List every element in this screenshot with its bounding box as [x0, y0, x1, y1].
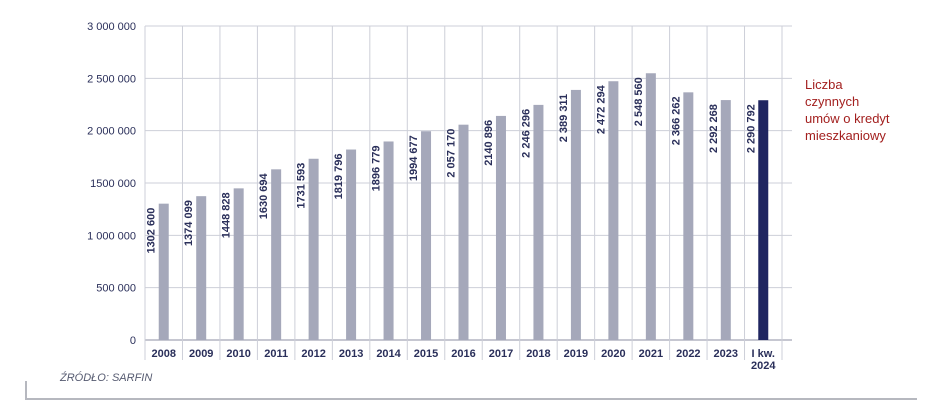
x-tick-label: I kw. 2024 [751, 348, 776, 372]
data-label: 1302 600 [146, 208, 158, 254]
bar [383, 141, 394, 340]
data-label: 2 548 560 [633, 77, 645, 126]
x-tick-label: 2021 [639, 348, 663, 360]
data-label: 2140 896 [483, 120, 495, 166]
y-axis-tick-labels: 0 500 000 1 000 000 1500 000 2 000 000 2 500 … [87, 21, 136, 347]
data-label: 2 472 294 [595, 84, 607, 134]
data-label: 2 057 170 [446, 129, 458, 178]
data-label: 2 246 296 [520, 109, 532, 158]
bar [645, 73, 656, 340]
bar [158, 203, 169, 340]
x-tick-label: 2014 [376, 348, 401, 360]
legend-label: Liczba czynnych umów o kredyt mieszkanio… [805, 77, 890, 143]
bar [758, 100, 769, 340]
bar [495, 115, 506, 340]
data-label: 2 366 262 [670, 96, 682, 145]
x-tick-label: 2011 [264, 348, 288, 360]
data-label: 1994 677 [408, 135, 420, 181]
bar [308, 158, 319, 340]
x-tick-label: 2020 [601, 348, 625, 360]
source-note: ŹRÓDŁO: SARFIN [60, 372, 153, 384]
bar [570, 89, 581, 340]
frame-line-horizontal [25, 398, 917, 400]
x-tick-label: 2010 [226, 348, 250, 360]
y-tick-label: 1500 000 [90, 178, 136, 190]
x-tick-label: 2009 [189, 348, 213, 360]
bar [346, 149, 357, 340]
bar [458, 124, 469, 340]
bars [158, 73, 769, 341]
data-label: 1731 593 [296, 163, 308, 209]
data-label: 1896 779 [371, 145, 383, 191]
y-tick-label: 500 000 [96, 283, 136, 295]
data-label: 1448 828 [221, 192, 233, 238]
y-tick-label: 2 000 000 [87, 126, 136, 138]
y-tick-label: 2 500 000 [87, 73, 136, 85]
data-label: 1819 796 [333, 154, 345, 200]
y-tick-label: 3 000 000 [87, 21, 136, 33]
y-tick-label: 1 000 000 [87, 230, 136, 242]
data-label: 1374 099 [183, 200, 195, 246]
bar [608, 81, 619, 341]
grid-lines [144, 25, 792, 360]
x-tick-label: 2019 [564, 348, 588, 360]
frame-line-vertical [25, 381, 27, 400]
x-tick-label: 2017 [489, 348, 513, 360]
data-label: 2 389 311 [558, 94, 570, 142]
x-tick-label: 2018 [526, 348, 550, 360]
x-tick-label: 2013 [339, 348, 363, 360]
bar [421, 131, 432, 340]
data-label: 1630 694 [258, 172, 270, 219]
y-tick-label: 0 [130, 335, 136, 347]
x-tick-label: 2022 [676, 348, 700, 360]
bar [271, 169, 282, 340]
bar [720, 100, 731, 340]
x-tick-label: 2016 [451, 348, 475, 360]
data-label: 2 290 792 [745, 104, 757, 153]
data-label: 2 292 268 [708, 104, 720, 153]
x-tick-label: 2015 [414, 348, 438, 360]
bar [683, 92, 694, 341]
x-axis-tick-labels: 2008 2009 2010 2011 2012 2013 2014 2015 2016 2017… [151, 348, 776, 372]
x-tick-label: 2012 [301, 348, 325, 360]
bar [233, 188, 244, 340]
bar [533, 104, 544, 340]
x-tick-label: 2023 [714, 348, 738, 360]
x-tick-label: 2008 [151, 348, 175, 360]
bar [196, 196, 207, 340]
bar-value-labels: 1302 600 1374 099 1448 828 1630 694 1731 593… [146, 77, 758, 253]
